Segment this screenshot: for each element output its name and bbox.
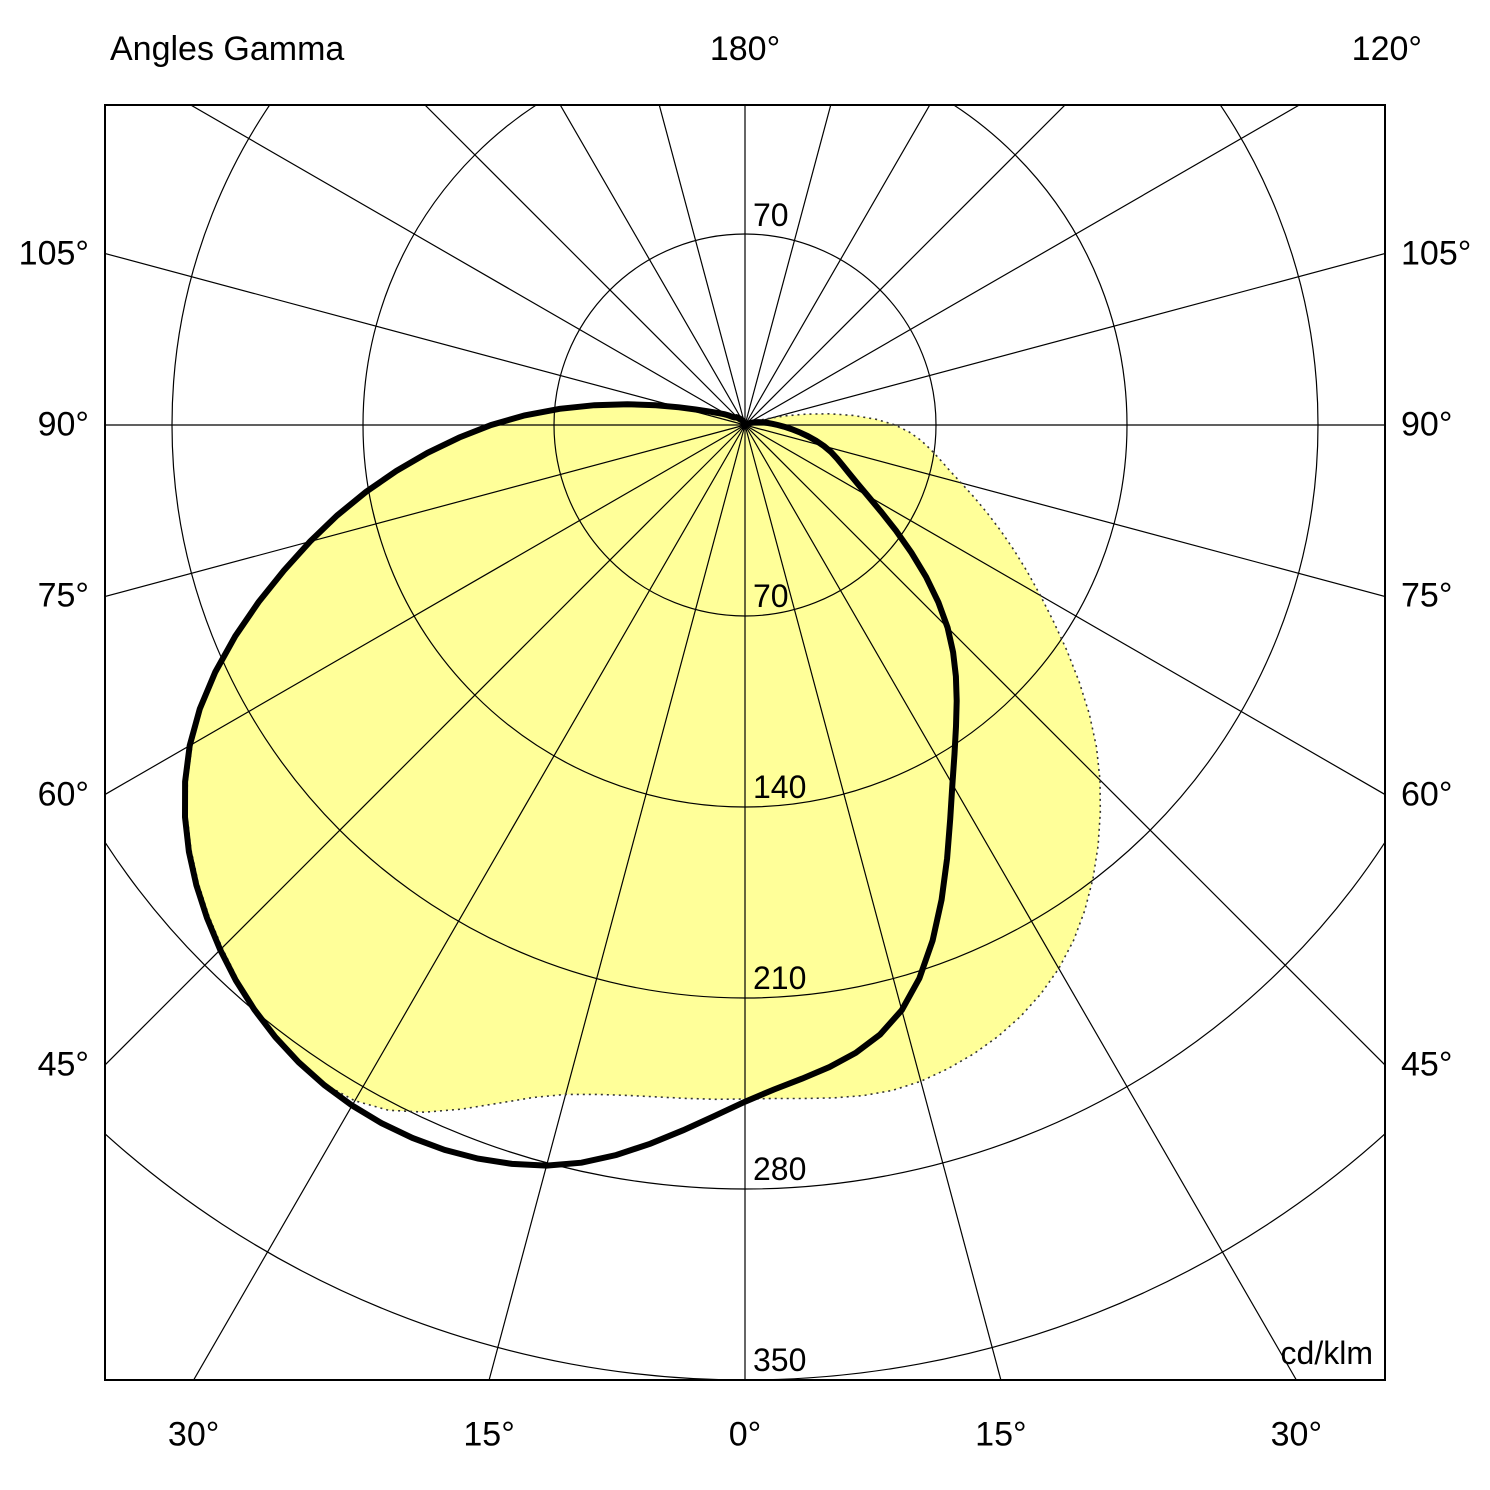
plane-filled-dotted-fill bbox=[187, 405, 1101, 1113]
angle-label-right-60: 60° bbox=[1401, 775, 1453, 813]
radial-tick-label: 70 bbox=[753, 197, 789, 233]
angle-label-right-75: 75° bbox=[1401, 576, 1453, 615]
angle-label-top-180: 180° bbox=[709, 30, 781, 68]
radial-tick-label: 70 bbox=[753, 578, 789, 614]
angle-label-top-120: 120° bbox=[1351, 30, 1422, 68]
radial-tick-label: 280 bbox=[753, 1151, 806, 1187]
radial-tick-label: 140 bbox=[753, 769, 806, 805]
angle-label-bottom-15: 15° bbox=[975, 1415, 1027, 1454]
angle-label-left-105: 105° bbox=[18, 234, 89, 272]
angle-label-left-90: 90° bbox=[37, 405, 89, 444]
angle-label-left-45: 45° bbox=[37, 1045, 89, 1084]
angle-label-left-75: 75° bbox=[37, 576, 89, 615]
angle-label-bottom--30: 30° bbox=[167, 1415, 220, 1454]
angle-label-left-60: 60° bbox=[37, 775, 89, 813]
angle-label-bottom-30: 30° bbox=[1270, 1415, 1323, 1454]
units-label: cd/klm bbox=[1281, 1335, 1373, 1371]
radial-tick-label: 350 bbox=[753, 1342, 806, 1378]
angle-label-right-90: 90° bbox=[1401, 405, 1453, 444]
angle-label-right-45: 45° bbox=[1401, 1045, 1453, 1084]
chart-title: Angles Gamma bbox=[110, 30, 345, 68]
angle-label-right-105: 105° bbox=[1401, 234, 1472, 272]
angle-label-bottom-0: 0° bbox=[728, 1415, 762, 1454]
chart-frame bbox=[104, 104, 1386, 1381]
radial-tick-label: 210 bbox=[753, 960, 806, 996]
angle-label-bottom--15: 15° bbox=[463, 1415, 515, 1454]
plane-solid-curve bbox=[181, 401, 960, 1169]
